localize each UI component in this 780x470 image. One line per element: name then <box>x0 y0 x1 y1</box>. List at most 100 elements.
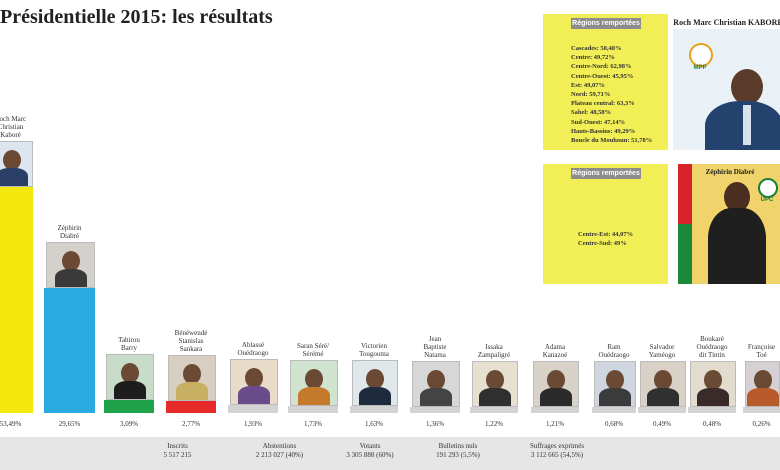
bar-6 <box>288 405 338 413</box>
portrait-head <box>486 370 504 390</box>
bar-7 <box>350 406 398 413</box>
diabre-name-label: Zéphirin Diabré <box>705 168 755 176</box>
candidate-portrait-5 <box>230 358 278 405</box>
stat-value: 3 112 665 (54,5%) <box>530 451 584 459</box>
candidate-name-14: Françoise Toé <box>747 343 776 359</box>
percent-label-10: 1,21% <box>545 420 565 428</box>
bar-8 <box>410 407 460 413</box>
region-entry: Est: 49,07% <box>571 81 605 89</box>
portrait-torso <box>540 388 572 406</box>
percent-label-13: 0,48% <box>702 420 722 428</box>
candidate-portrait-7 <box>352 360 398 407</box>
stat-label: Inscrits <box>167 442 188 450</box>
stat-label: Votants <box>359 442 381 450</box>
portrait-head <box>654 370 672 390</box>
stat-value: 3 305 888 (60%) <box>346 451 394 459</box>
region-entry: Sud-Ouest: 47,14% <box>571 118 626 126</box>
region-entry: Centre-Est: 44,07% <box>578 231 634 238</box>
region-entry: Centre: 49,72% <box>571 54 615 62</box>
kabore-shirt <box>743 105 751 145</box>
percent-label-4: 2,77% <box>181 420 201 428</box>
candidate-portrait-4 <box>168 355 216 402</box>
bar-11 <box>592 407 636 413</box>
portrait-torso <box>238 385 270 404</box>
portrait-torso <box>359 387 391 406</box>
diabre-head <box>724 182 750 212</box>
percent-label-12: 0,49% <box>652 420 672 428</box>
percent-label-14: 0,26% <box>752 420 771 428</box>
portrait-torso <box>697 388 729 406</box>
candidate-name-8: Jean Baptiste Natama <box>423 335 447 359</box>
portrait-torso <box>176 382 208 401</box>
candidate-name-5: Ablassé Ouédraogo <box>237 340 269 357</box>
candidate-portrait-10 <box>533 361 579 407</box>
candidate-portrait-1 <box>0 141 33 187</box>
bar-12 <box>638 407 686 413</box>
stat-2: Abstentions 2 213 027 (40%) <box>232 442 327 460</box>
panel-diabre-header: Régions remportées <box>571 168 641 179</box>
upc-logo-label: UPC <box>760 197 774 203</box>
candidate-name-10: Adama Kanazoé <box>542 343 568 359</box>
portrait-torso <box>0 168 28 186</box>
candidate-name-4: Bénéwendé Stanislas Sankara <box>174 329 208 354</box>
kabore-photo: MPP <box>673 29 780 150</box>
flag-green <box>678 224 692 284</box>
stats-bar <box>0 437 780 470</box>
portrait-head <box>2 150 21 170</box>
region-entry: Centre-Sud: 49% <box>578 240 627 248</box>
candidate-name-3: Tahirou Barry <box>118 335 140 352</box>
candidate-portrait-14 <box>745 361 780 407</box>
percent-label-6: 1,73% <box>303 420 323 428</box>
panel-diabre: Régions remportées Centre-Est: 44,07% Cen… <box>543 164 780 284</box>
mpp-logo-label: MPP <box>693 65 707 71</box>
candidate-portrait-9 <box>472 361 518 407</box>
percent-label-2: 29,65% <box>58 420 81 428</box>
portrait-head <box>183 364 201 385</box>
portrait-torso <box>647 388 679 406</box>
stat-value: 5 517 215 <box>163 451 192 459</box>
mpp-logo <box>689 43 713 67</box>
region-entry: Centre-Nord: 62,98% <box>571 63 632 71</box>
candidate-portrait-12 <box>640 361 686 407</box>
bar-3 <box>104 399 154 413</box>
portrait-head <box>61 250 80 271</box>
stat-4: Bulletins nuls 191 293 (5,5%) <box>418 442 498 460</box>
portrait-torso <box>298 386 330 405</box>
bar-14 <box>743 407 780 413</box>
portrait-torso <box>114 380 146 399</box>
portrait-torso <box>420 388 452 406</box>
portrait-torso <box>479 388 511 406</box>
candidate-name-7: Victorien Tougouma <box>359 342 389 359</box>
portrait-head <box>245 367 263 388</box>
stat-label: Bulletins nuls <box>438 442 478 450</box>
portrait-head <box>366 369 384 390</box>
panel-kabore-regions-box <box>543 14 668 150</box>
candidate-name-9: Issaka Zampaligré <box>477 343 511 359</box>
portrait-torso <box>746 388 779 406</box>
candidate-portrait-8 <box>412 361 460 407</box>
flag-red <box>678 164 692 224</box>
candidate-portrait-2 <box>46 241 95 288</box>
region-entry: Nord: 59,71% <box>571 91 611 99</box>
region-entry: Centre-Ouest: 45,95% <box>571 72 634 80</box>
panel-diabre-region-list: Centre-Est: 44,07% Centre-Sud: 49% <box>578 230 666 248</box>
percent-label-3: 3,09% <box>119 420 139 428</box>
region-entry: Hauts-Bassins: 49,29% <box>571 127 636 135</box>
region-entry: Boucle du Mouhoun: 51,78% <box>571 137 653 145</box>
bar-1 <box>0 187 33 413</box>
percent-label-5: 1,93% <box>243 420 263 428</box>
percent-label-9: 1,22% <box>484 420 504 428</box>
percent-label-11: 0,68% <box>604 420 624 428</box>
panel-kabore-name: Roch Marc Christian KABORE <box>673 18 780 27</box>
page-title: Présidentielle 2015: les résultats <box>0 6 273 28</box>
region-entry: Plateau central: 63,3% <box>571 100 635 108</box>
kabore-suit <box>705 101 780 150</box>
candidate-portrait-3 <box>106 353 154 400</box>
stat-label: Abstentions <box>262 442 297 450</box>
diabre-suit <box>708 208 766 284</box>
candidate-name-12: Salvador Yaméogo <box>648 343 676 359</box>
portrait-head <box>121 362 139 383</box>
panel-kabore: Régions remportées Roch Marc Christian K… <box>543 14 780 150</box>
panel-kabore-region-list: Cascades: 50,48% Centre: 49,72% Centre-Nor… <box>571 44 669 145</box>
